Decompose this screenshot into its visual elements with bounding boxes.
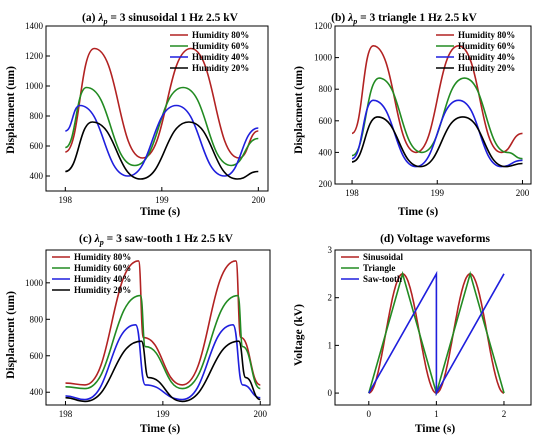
x-axis-label: Time (s) [140,423,181,435]
title-suffix: = 3 sinusoidal 1 Hz 2.5 kV [107,12,238,24]
y-tick-label: 200 [319,179,333,189]
legend-label: Humidity 20% [74,285,131,295]
legend-label: Saw-tooth [363,274,402,284]
lambda-symbol: λ [347,12,353,24]
title-prefix: (b) [331,12,348,24]
y-tick-label: 1000 [25,81,44,91]
panel-title: (a) λp = 3 sinusoidal 1 Hz 2.5 kV [82,12,239,26]
legend-label: Humidity 40% [458,52,515,62]
plot-frame [334,25,532,185]
title-suffix: = 3 triangle 1 Hz 2.5 kV [357,12,477,24]
y-tick-label: 800 [30,314,44,324]
x-axis-label: Time (s) [415,423,456,435]
series-line-humidity-60- [351,77,523,160]
lambda-symbol: λ [94,233,100,245]
legend-label: Humidity 60% [74,263,131,273]
y-tick-label: 2 [328,293,333,303]
x-tick-label: 1 [434,409,439,419]
x-tick-label: 199 [156,409,170,419]
y-axis-label: Displacment (um) [5,291,17,379]
y-axis-label: Displacment (um) [5,66,17,154]
y-tick-label: 800 [30,111,44,121]
x-axis-label: Time (s) [140,206,181,218]
lambda-subscript: p [352,17,357,26]
y-tick-label: 400 [30,387,44,397]
series-line-humidity-80- [64,47,259,159]
panel-a-sinusoidal: (a) λp = 3 sinusoidal 1 Hz 2.5 kV Time (… [5,12,269,218]
legend-label: Humidity 80% [192,30,249,40]
series-line-humidity-40- [65,323,261,401]
y-tick-label: 1200 [314,21,333,31]
y-axis-label: Voltage (kV) [293,304,305,366]
x-tick-label: 198 [59,195,73,205]
y-tick-label: 600 [30,141,44,151]
series-line-humidity-40- [64,104,259,177]
panel-d-voltage: (d) Voltage waveforms Time (s) Voltage (… [293,233,532,435]
panel-title: (b) λp = 3 triangle 1 Hz 2.5 kV [331,12,477,26]
y-tick-label: 400 [319,147,333,157]
title-prefix: (c) [79,233,95,245]
y-tick-label: 600 [30,351,44,361]
legend-label: Humidity 60% [192,41,249,51]
panel-title: (c) λp = 3 saw-tooth 1 Hz 2.5 kV [79,233,234,247]
title-suffix: = 3 saw-tooth 1 Hz 2.5 kV [104,233,234,245]
y-tick-label: 1 [328,340,333,350]
y-tick-label: 0 [328,388,333,398]
x-tick-label: 200 [254,409,268,419]
series-line-humidity-80- [351,44,523,154]
y-tick-label: 1000 [314,53,333,63]
plot-frame [45,249,271,406]
y-tick-label: 600 [319,116,333,126]
series-line-humidity-20- [351,116,523,168]
series-line-humidity-20- [65,121,259,180]
panel-b-triangle: (b) λp = 3 triangle 1 Hz 2.5 kV Time (s)… [293,12,532,218]
y-tick-label: 400 [30,171,44,181]
x-tick-label: 198 [345,188,359,198]
x-tick-label: 200 [516,188,530,198]
legend-label: Humidity 20% [192,63,249,73]
x-tick-label: 199 [155,195,169,205]
y-axis-label: Displacment (um) [293,66,305,154]
series-line-saw-tooth [368,270,505,397]
legend-label: Humidity 80% [74,252,131,262]
series-line-humidity-60- [64,86,259,167]
x-tick-label: 0 [367,409,372,419]
panel-title: (d) Voltage waveforms [380,233,490,245]
y-tick-label: 800 [319,84,333,94]
series-line-humidity-80- [65,260,261,386]
series-line-humidity-20- [65,340,261,403]
x-tick-label: 198 [59,409,73,419]
title-prefix: (a) [82,12,98,24]
lambda-symbol: λ [97,12,103,24]
legend-label: Triangle [363,263,395,273]
y-tick-label: 1400 [25,21,44,31]
legend-label: Humidity 40% [192,52,249,62]
y-tick-label: 3 [328,245,333,255]
plot-frame [334,249,532,406]
x-tick-label: 2 [502,409,507,419]
legend-label: Sinusoidal [363,252,404,262]
x-axis-label: Time (s) [398,206,439,218]
lambda-subscript: p [99,238,104,247]
legend-label: Humidity 80% [458,30,515,40]
series-line-humidity-40- [351,99,523,168]
panel-c-sawtooth: (c) λp = 3 saw-tooth 1 Hz 2.5 kV Time (s… [5,233,271,435]
plot-frame [45,25,269,192]
legend-label: Humidity 60% [458,41,515,51]
x-tick-label: 199 [431,188,445,198]
y-tick-label: 1200 [25,51,44,61]
y-tick-label: 1000 [25,278,44,288]
legend-label: Humidity 20% [458,63,515,73]
lambda-subscript: p [102,17,107,26]
series-line-humidity-60- [65,294,261,390]
legend-label: Humidity 40% [74,274,131,284]
x-tick-label: 200 [252,195,266,205]
